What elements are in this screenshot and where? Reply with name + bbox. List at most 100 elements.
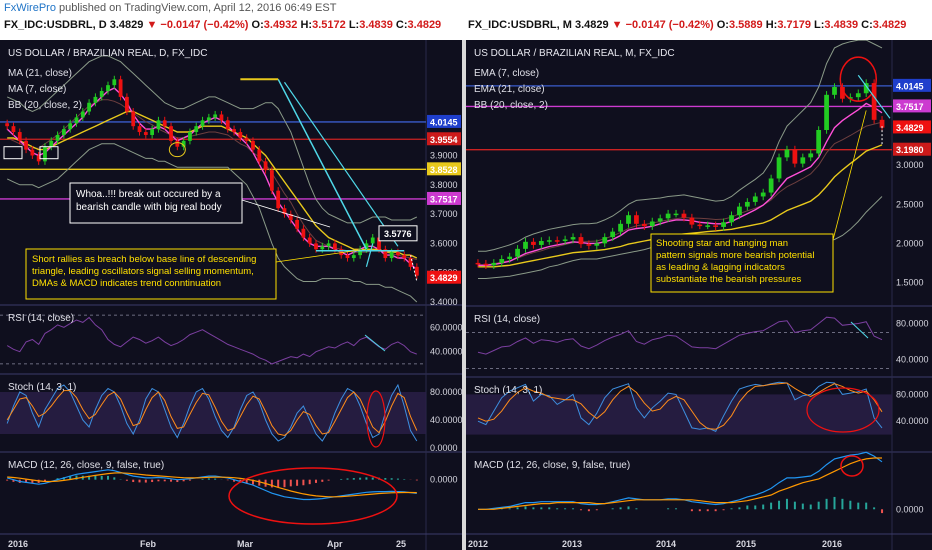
- macd-histogram-bar: [352, 478, 355, 480]
- candle-body: [681, 213, 687, 218]
- macd-histogram-bar: [100, 475, 103, 480]
- macd-legend: MACD (12, 26, close, 9, false, true): [474, 460, 630, 471]
- time-tick-label: 2016: [8, 539, 28, 549]
- price-tick-label: 2.5000: [896, 199, 924, 209]
- candle-body: [74, 117, 79, 124]
- daily-chart-svg[interactable]: 3.90003.80003.70003.60003.50003.40004.01…: [0, 40, 462, 550]
- candle-body: [713, 225, 719, 227]
- candle-body: [396, 252, 400, 256]
- price-tick-label: 3.0000: [896, 160, 924, 170]
- candle-body: [578, 237, 584, 245]
- monthly-chart-svg[interactable]: 4.00003.00002.50002.00001.50004.01453.75…: [466, 40, 932, 550]
- macd-legend: MACD (12, 26, close, 9, false, true): [8, 460, 164, 471]
- stoch-highlight-circle: [366, 390, 386, 448]
- stoch-k-line: [6, 383, 418, 442]
- candle-body: [402, 255, 407, 259]
- publisher-name[interactable]: FxWirePro: [4, 2, 56, 14]
- macd-histogram-bar: [170, 479, 173, 482]
- macd-histogram-bar: [635, 508, 638, 510]
- candle-body: [43, 146, 47, 162]
- candle-body: [689, 217, 695, 225]
- macd-histogram-bar: [346, 478, 349, 480]
- pattern-ellipse: [168, 142, 186, 158]
- macd-histogram-bar: [793, 501, 796, 510]
- macd-histogram-bar: [873, 507, 876, 510]
- stoch-highlight-circle: [806, 387, 880, 433]
- macd-histogram-bar: [207, 478, 210, 480]
- indicator-legend: BB (20, close, 2): [8, 100, 82, 111]
- macd-signal-line: [478, 457, 882, 510]
- candle-body: [263, 161, 268, 171]
- price-label-text: 4.0145: [896, 81, 924, 91]
- candle-body: [137, 126, 142, 133]
- daily-chart-panel[interactable]: 3.90003.80003.70003.60003.50003.40004.01…: [0, 40, 462, 550]
- macd-histogram-bar: [302, 479, 305, 486]
- macd-histogram-bar: [857, 502, 860, 510]
- indicator-legend: MA (7, close): [8, 84, 66, 95]
- right-symbol-line: FX_IDC:USDBRL, M 3.4829 ▼ −0.0147 (−0.42…: [468, 19, 907, 31]
- macd-histogram-bar: [25, 479, 28, 483]
- time-tick-label: 2015: [736, 539, 756, 549]
- stoch-band-fill: [0, 392, 426, 434]
- macd-histogram-bar: [690, 509, 693, 512]
- candle-body: [36, 155, 41, 162]
- candle-body: [855, 93, 861, 98]
- candle-body: [531, 241, 536, 245]
- price-tick-label: 3.7000: [430, 209, 458, 219]
- rsi-line: [6, 316, 417, 365]
- bb-upper-band: [6, 55, 418, 224]
- candle-body: [800, 157, 806, 164]
- rsi-down-arrow-icon: [850, 321, 869, 339]
- stoch-tick-label: 80.0000: [430, 387, 462, 397]
- macd-histogram-bar: [296, 479, 299, 486]
- macd-signal-line: [7, 472, 417, 498]
- macd-histogram-bar: [94, 475, 97, 480]
- candle-body: [665, 213, 671, 219]
- candle-body: [80, 111, 85, 118]
- macd-histogram-bar: [770, 502, 773, 510]
- candle-body: [213, 114, 218, 118]
- candle-body: [339, 249, 344, 256]
- price-label-text: 3.4829: [430, 273, 458, 283]
- candle-body: [776, 157, 782, 179]
- bb-lower-band: [6, 143, 418, 303]
- panel-divider: [462, 40, 466, 550]
- candle-body: [276, 190, 281, 209]
- candle-body: [570, 237, 576, 240]
- macd-histogram-bar: [825, 498, 828, 510]
- candle-body: [125, 96, 129, 112]
- macd-histogram-bar: [359, 477, 362, 480]
- macd-histogram-bar: [88, 475, 91, 480]
- candle-body: [49, 140, 54, 147]
- macd-histogram-bar: [564, 508, 567, 510]
- price-tick-label: 3.4000: [430, 297, 458, 307]
- stoch-legend: Stoch (14, 3, 1): [8, 382, 76, 393]
- candle-body: [491, 262, 497, 266]
- macd-histogram-bar: [176, 479, 179, 483]
- indicator-legend: EMA (7, close): [474, 68, 539, 79]
- candle-body: [649, 221, 655, 227]
- macd-histogram-bar: [785, 498, 788, 510]
- macd-histogram-bar: [881, 509, 884, 514]
- rsi-tick-label: 40.0000: [430, 347, 462, 357]
- triangle-upper-trendline: [277, 78, 368, 250]
- candle-body: [251, 140, 255, 150]
- macd-histogram-bar: [308, 479, 311, 485]
- pattern-note-pointer: [832, 110, 867, 241]
- monthly-chart-panel[interactable]: 4.00003.00002.50002.00001.50004.01453.75…: [466, 40, 932, 550]
- candle-body: [106, 85, 110, 92]
- macd-histogram-bar: [524, 506, 527, 510]
- candle-body: [737, 206, 742, 216]
- candle-body: [112, 79, 117, 86]
- price-label-text: 3.7517: [430, 194, 458, 204]
- macd-histogram-bar: [833, 496, 836, 510]
- macd-histogram-bar: [201, 478, 204, 480]
- macd-histogram-bar: [619, 507, 622, 510]
- candle-body: [824, 94, 829, 130]
- stoch-d-line: [6, 390, 418, 436]
- candle-body: [871, 83, 877, 120]
- time-tick-label: 2013: [562, 539, 582, 549]
- price-tick-label: 2.0000: [896, 238, 924, 248]
- macd-histogram-bar: [778, 500, 781, 510]
- candle-body: [507, 256, 513, 259]
